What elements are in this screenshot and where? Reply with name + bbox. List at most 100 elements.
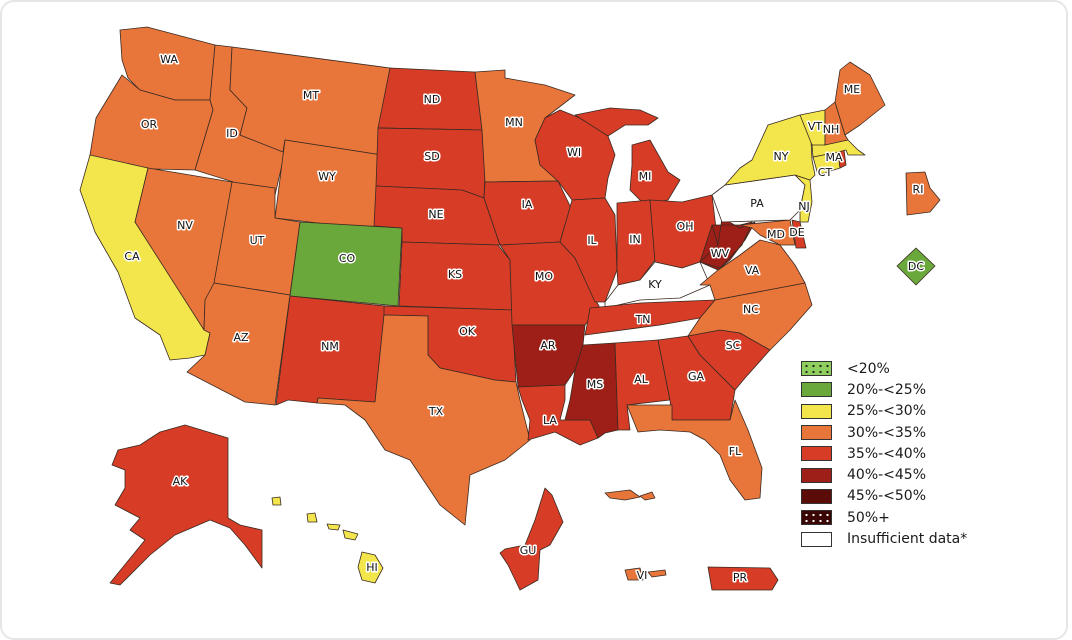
label-ME: ME bbox=[844, 83, 860, 96]
legend-swatch-dotted-light-icon bbox=[801, 361, 832, 377]
label-DE: DE bbox=[789, 226, 804, 239]
legend-swatch-icon bbox=[801, 446, 832, 462]
label-MT: MT bbox=[303, 89, 319, 102]
label-KS: KS bbox=[448, 268, 462, 281]
label-ND: ND bbox=[424, 93, 441, 106]
legend-label: 20%-<25% bbox=[847, 381, 927, 398]
state-NH[interactable] bbox=[824, 101, 849, 146]
state-NY[interactable] bbox=[724, 114, 816, 186]
label-ID: ID bbox=[226, 127, 238, 140]
legend-label: 25%-<30% bbox=[847, 403, 927, 420]
label-AZ: AZ bbox=[233, 331, 249, 344]
label-NE: NE bbox=[428, 208, 443, 221]
label-FL: FL bbox=[729, 445, 742, 458]
label-LA: LA bbox=[543, 414, 557, 427]
label-MD: MD bbox=[767, 228, 785, 241]
state-DC[interactable] bbox=[896, 247, 936, 286]
label-WA: WA bbox=[160, 53, 178, 66]
us-choropleth-map: WA OR CA ID NV MT WY UT AZ CO NM ND SD N… bbox=[79, 26, 941, 591]
label-OK: OK bbox=[459, 325, 476, 338]
label-MI: MI bbox=[639, 170, 652, 183]
state-VA[interactable] bbox=[699, 239, 806, 301]
state-IA[interactable] bbox=[483, 180, 573, 246]
territory-PR[interactable] bbox=[707, 566, 779, 591]
state-NC[interactable] bbox=[687, 282, 813, 351]
label-WI: WI bbox=[567, 146, 581, 159]
state-NJ[interactable] bbox=[794, 174, 813, 223]
label-TX: TX bbox=[428, 405, 444, 418]
legend-label: 30%-<35% bbox=[847, 424, 927, 441]
legend-swatch-icon bbox=[801, 403, 832, 419]
state-DE[interactable] bbox=[791, 219, 807, 249]
label-MN: MN bbox=[505, 116, 523, 129]
legend-swatch-dotted-dark-icon bbox=[801, 510, 832, 526]
state-TX[interactable] bbox=[316, 314, 531, 526]
label-IA: IA bbox=[522, 198, 533, 211]
legend-item-insufficient: Insufficient data* bbox=[801, 528, 967, 549]
label-MA: MA bbox=[825, 151, 842, 164]
label-OR: OR bbox=[141, 118, 158, 131]
territory-VI[interactable] bbox=[624, 567, 667, 581]
state-ME[interactable] bbox=[834, 61, 886, 136]
label-WV: WV bbox=[711, 247, 730, 260]
state-WY[interactable] bbox=[274, 139, 383, 231]
legend-swatch-icon bbox=[801, 467, 832, 483]
label-AL: AL bbox=[634, 373, 649, 386]
label-IL: IL bbox=[587, 234, 597, 247]
state-AK[interactable] bbox=[109, 424, 263, 586]
label-MS: MS bbox=[587, 378, 603, 391]
label-NM: NM bbox=[321, 340, 339, 353]
label-NJ: NJ bbox=[798, 200, 809, 213]
state-FL[interactable] bbox=[626, 399, 763, 501]
state-MI[interactable] bbox=[574, 107, 681, 206]
label-MO: MO bbox=[535, 270, 553, 283]
label-CO: CO bbox=[339, 252, 356, 265]
label-NV: NV bbox=[177, 219, 193, 232]
label-OH: OH bbox=[677, 220, 694, 233]
label-RI: RI bbox=[913, 183, 924, 196]
label-GA: GA bbox=[688, 370, 705, 383]
label-VI: VI bbox=[637, 569, 648, 582]
legend-item-40-45: 40%-<45% bbox=[801, 464, 967, 485]
label-VT: VT bbox=[808, 120, 823, 133]
label-HI: HI bbox=[366, 561, 378, 574]
state-IL[interactable] bbox=[559, 197, 618, 303]
label-PR: PR bbox=[733, 571, 748, 584]
legend-label: <20% bbox=[847, 360, 890, 377]
label-AK: AK bbox=[173, 475, 189, 488]
label-CT: CT bbox=[818, 166, 833, 179]
legend-item-20-25: 20%-<25% bbox=[801, 379, 967, 400]
legend-label: 50%+ bbox=[847, 509, 890, 526]
legend-label: 45%-<50% bbox=[847, 488, 927, 505]
state-AZ[interactable] bbox=[186, 282, 291, 406]
legend-swatch-icon bbox=[801, 425, 832, 441]
label-CA: CA bbox=[124, 250, 140, 263]
legend-swatch-icon bbox=[801, 531, 832, 547]
state-TN[interactable] bbox=[584, 299, 716, 336]
legend: <20% 20%-<25% 25%-<30% 30%-<35% 35%-<40%… bbox=[801, 358, 967, 550]
label-DC: DC bbox=[908, 260, 924, 273]
label-IN: IN bbox=[629, 233, 640, 246]
label-NH: NH bbox=[823, 123, 840, 136]
legend-swatch-icon bbox=[801, 488, 832, 504]
label-NC: NC bbox=[743, 303, 759, 316]
state-WV[interactable] bbox=[699, 217, 756, 271]
legend-item-lt20: <20% bbox=[801, 358, 967, 379]
legend-item-25-30: 25%-<30% bbox=[801, 401, 967, 422]
label-SD: SD bbox=[424, 150, 439, 163]
state-LA[interactable] bbox=[517, 384, 599, 446]
label-KY: KY bbox=[648, 278, 662, 291]
label-AR: AR bbox=[540, 339, 556, 352]
label-PA: PA bbox=[750, 197, 764, 210]
state-HI[interactable] bbox=[271, 496, 384, 584]
legend-label: 40%-<45% bbox=[847, 467, 927, 484]
legend-label: Insufficient data* bbox=[847, 531, 968, 548]
state-RI[interactable] bbox=[905, 171, 941, 216]
territory-VI-upper[interactable] bbox=[604, 489, 656, 501]
legend-item-30-35: 30%-<35% bbox=[801, 422, 967, 443]
legend-item-50-plus: 50%+ bbox=[801, 507, 967, 528]
state-CO[interactable] bbox=[289, 221, 403, 307]
legend-item-45-50: 45%-<50% bbox=[801, 486, 967, 507]
label-GU: GU bbox=[520, 544, 537, 557]
territory-GU[interactable] bbox=[499, 487, 564, 591]
